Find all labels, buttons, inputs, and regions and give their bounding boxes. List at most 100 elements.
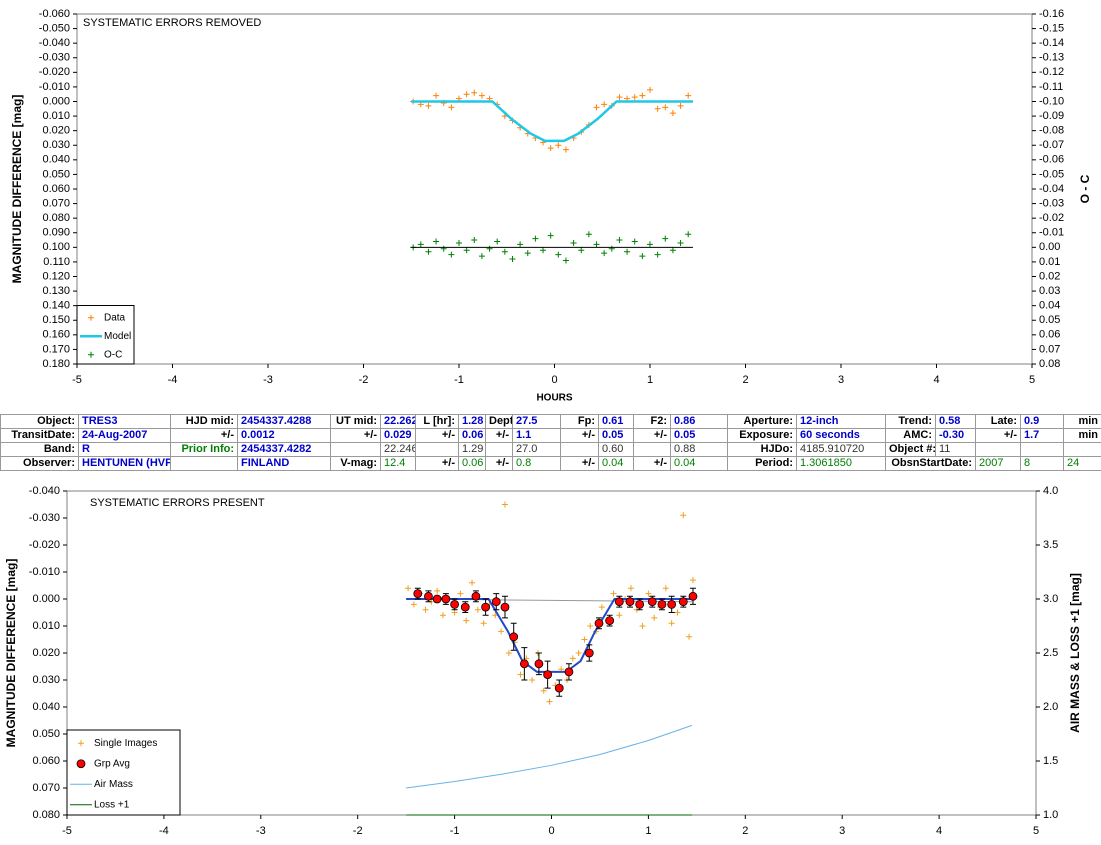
data-point (524, 250, 531, 257)
y2-axis-title: O - C (1078, 174, 1092, 203)
data-point (662, 235, 669, 242)
y-tick-label: 0.180 (42, 358, 70, 370)
x-tick-label: 4 (933, 374, 939, 386)
data-point (469, 579, 476, 586)
group-average (491, 597, 501, 607)
data-point (471, 237, 478, 244)
y-tick-label: 0.120 (42, 270, 70, 282)
table-cell: 0.05 (598, 428, 634, 443)
data-point (689, 577, 696, 584)
table-cell (415, 442, 459, 457)
y2-tick-label: -0.14 (1039, 37, 1064, 49)
group-average (424, 591, 433, 601)
table-cell: F2: (633, 414, 671, 429)
table-cell: TransitDate: (0, 428, 79, 443)
group-average (678, 597, 688, 607)
data-point (639, 92, 646, 99)
x-tick-label: 2 (742, 374, 748, 386)
x-tick-label: 0 (551, 374, 557, 386)
y2-tick-label: 4.0 (1043, 485, 1058, 497)
y2-tick-label: 0.04 (1039, 300, 1060, 312)
table-cell: 2007 (975, 456, 1021, 471)
table-cell (170, 456, 238, 471)
y2-tick-label: 0.07 (1039, 343, 1060, 355)
data-point (585, 231, 592, 238)
table-cell: 24-Aug-2007 (78, 428, 171, 443)
y-tick-label: 0.170 (42, 343, 70, 355)
legend-symbol (88, 351, 94, 358)
legend-symbol (88, 314, 94, 321)
table-cell: Trend: (885, 414, 936, 429)
legend-label: Data (104, 312, 126, 323)
table-cell: V-mag: (330, 456, 381, 471)
y2-tick-label: 0.08 (1039, 358, 1060, 370)
y-tick-label: -0.030 (29, 512, 60, 524)
y2-tick-label: -0.13 (1039, 52, 1064, 64)
x-axis-title: HOURS (536, 393, 572, 404)
table-cell: 0.0012 (237, 428, 331, 443)
data-point (410, 601, 417, 608)
data-point (440, 245, 447, 252)
y2-tick-label: 0.06 (1039, 329, 1060, 341)
table-cell (975, 442, 1021, 457)
table-cell: HENTUNEN (HVP) (78, 456, 171, 471)
y-axis-title: MAGNITUDE DIFFERENCE [mag] (10, 95, 24, 284)
y-tick-label: 0.000 (32, 593, 60, 605)
data-point (569, 655, 576, 662)
data-point (463, 617, 470, 624)
y2-tick-label: 0.01 (1039, 256, 1060, 268)
data-point (581, 636, 588, 643)
table-cell: 0.88 (670, 442, 728, 457)
y2-tick-label: -0.15 (1039, 22, 1064, 34)
y-tick-label: 0.080 (42, 212, 70, 224)
y-tick-label: 0.030 (32, 674, 60, 686)
group-average (614, 597, 624, 607)
group-average (441, 594, 451, 604)
data-point (608, 245, 615, 252)
data-point (631, 94, 638, 101)
data-point (639, 623, 646, 629)
data-point (654, 105, 661, 112)
table-cell (330, 442, 381, 457)
group-average (471, 591, 481, 601)
table-row: Band: R Prior Info: 2454337.4282 22.246 1.29 2… (0, 442, 1101, 457)
x-tick-label: -1 (454, 374, 464, 386)
data-point (610, 590, 617, 597)
data-point (486, 245, 493, 252)
table-cell: 1.3061850 (796, 456, 886, 471)
y2-tick-label: -0.05 (1039, 168, 1064, 180)
group-average (519, 659, 529, 669)
x-tick-label: -5 (62, 825, 72, 837)
y2-axis-title: AIR MASS & LOSS +1 [mag] (1068, 573, 1082, 733)
data-point (532, 235, 539, 242)
table-cell: Prior Info: (170, 442, 238, 457)
y2-tick-label: 0.03 (1039, 285, 1060, 297)
data-point (686, 633, 693, 640)
table-cell: Depth: (485, 414, 513, 429)
table-cell: 0.60 (598, 442, 634, 457)
data-point (547, 232, 554, 239)
y-tick-label: 0.160 (42, 329, 70, 341)
data-point (631, 238, 638, 245)
x-tick-label: 1 (645, 825, 651, 837)
data-point (498, 628, 505, 635)
y2-tick-label: 0.02 (1039, 270, 1060, 282)
table-cell: 0.06 (458, 428, 486, 443)
table-cell: 0.58 (935, 414, 976, 429)
group-average (460, 602, 470, 612)
table-cell: 0.9 (1020, 414, 1064, 429)
y-tick-label: 0.110 (43, 256, 70, 268)
table-cell: 0.05 (670, 428, 728, 443)
y-tick-label: 0.050 (32, 728, 60, 740)
y2-tick-label: 2.0 (1043, 701, 1058, 713)
data-point (662, 585, 669, 592)
data-point (645, 590, 652, 597)
data-point (478, 92, 485, 99)
data-point (547, 145, 554, 152)
y-tick-label: 0.010 (32, 620, 60, 632)
data-point (647, 241, 653, 248)
x-tick-label: -2 (359, 374, 369, 386)
table-cell: 22.246 (380, 442, 416, 457)
table-cell: Aperture: (727, 414, 797, 429)
